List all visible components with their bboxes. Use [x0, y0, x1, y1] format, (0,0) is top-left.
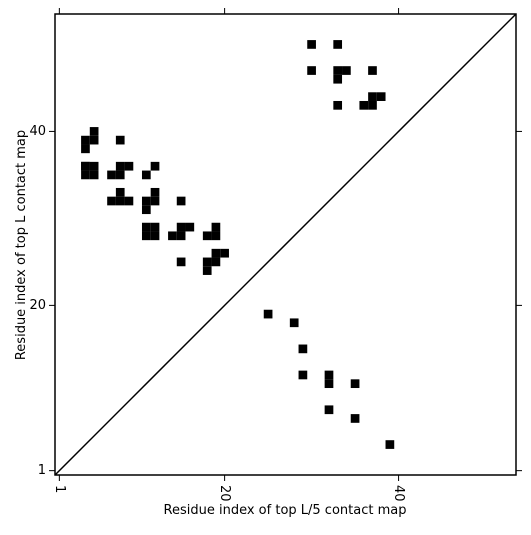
point — [89, 135, 99, 145]
point — [89, 127, 99, 136]
point — [150, 222, 160, 232]
point — [211, 248, 221, 258]
y-tick-label: 1 — [38, 463, 46, 478]
point — [81, 170, 90, 180]
point — [176, 231, 186, 241]
point — [115, 196, 125, 206]
x-tick-label: 1 — [52, 485, 67, 493]
point — [202, 257, 212, 267]
point — [150, 196, 160, 206]
point — [289, 318, 299, 328]
point — [141, 170, 151, 180]
point — [359, 100, 369, 110]
point — [107, 170, 116, 180]
point — [150, 187, 160, 197]
point — [298, 370, 308, 380]
point — [141, 205, 151, 215]
point — [141, 222, 151, 232]
point — [368, 92, 377, 101]
point — [176, 257, 186, 267]
point — [81, 135, 90, 145]
point — [376, 92, 386, 101]
point — [150, 231, 160, 241]
point — [350, 379, 360, 389]
point — [115, 170, 125, 180]
point — [141, 196, 151, 206]
point — [185, 222, 195, 232]
point — [368, 66, 377, 75]
point — [168, 231, 177, 241]
y-axis-label: Residue index of top L contact map — [14, 130, 29, 360]
point — [150, 161, 160, 171]
point — [124, 161, 134, 171]
point — [81, 144, 90, 154]
point — [211, 231, 221, 241]
y-tick-label: 40 — [29, 124, 46, 139]
point — [107, 196, 116, 206]
point — [324, 405, 334, 415]
point — [342, 66, 351, 75]
point — [333, 74, 343, 84]
point — [124, 196, 134, 206]
point — [89, 161, 99, 171]
point — [324, 379, 334, 389]
point — [211, 222, 221, 232]
point — [368, 100, 377, 110]
point — [115, 187, 125, 197]
point — [81, 161, 90, 171]
x-tick-label: 40 — [391, 485, 406, 502]
point — [220, 248, 229, 258]
point — [298, 344, 308, 354]
point — [333, 40, 343, 49]
point — [115, 135, 125, 145]
point — [324, 370, 334, 380]
point — [385, 440, 395, 449]
point — [211, 257, 221, 267]
point — [307, 40, 316, 49]
point — [333, 100, 343, 110]
plot-frame — [54, 13, 517, 476]
point — [89, 170, 99, 180]
point — [333, 66, 343, 75]
point — [202, 266, 212, 275]
y-tick-label: 20 — [29, 298, 46, 313]
point — [263, 309, 273, 319]
point — [115, 161, 125, 171]
point — [176, 222, 186, 232]
x-axis-label: Residue index of top L/5 contact map — [164, 503, 407, 518]
x-tick-label: 20 — [217, 485, 232, 502]
diagonal-line — [54, 13, 517, 476]
point — [350, 414, 360, 423]
point — [141, 231, 151, 241]
point — [176, 196, 186, 206]
point — [202, 231, 212, 241]
point — [307, 66, 316, 75]
